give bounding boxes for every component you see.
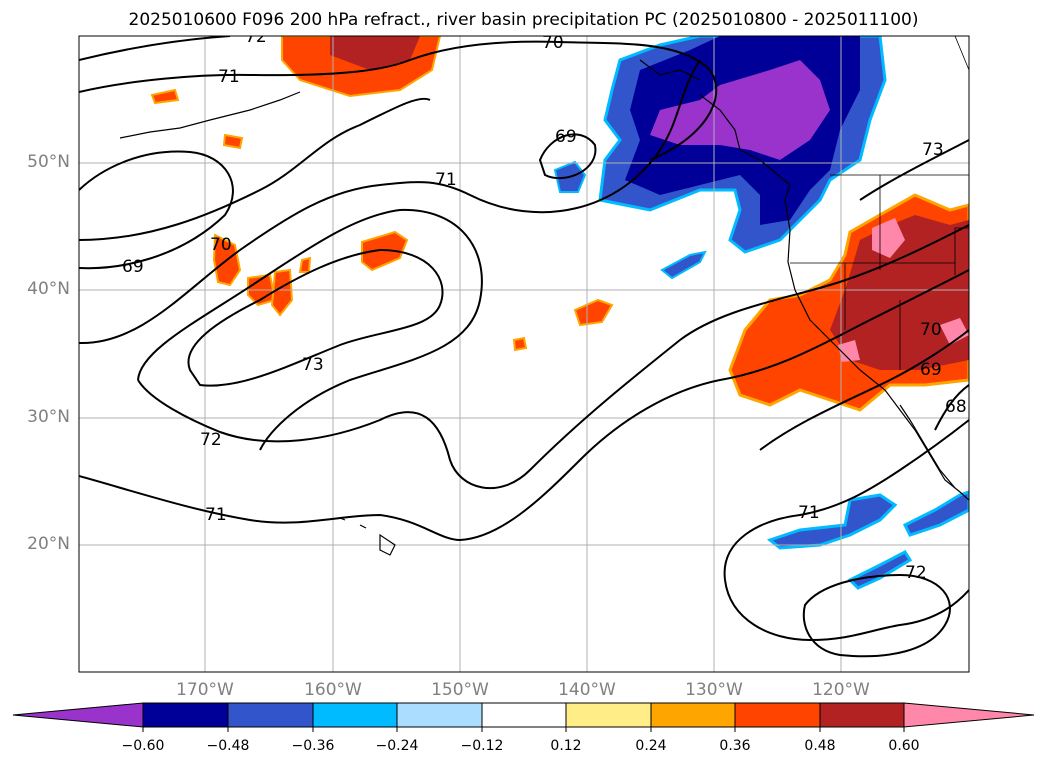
contour-68-east: [934, 384, 969, 431]
contour-labels: 72 70 71 69 71 70 69 73 73 70 69 68 72 7…: [122, 27, 967, 583]
hawaii-islands: [339, 517, 396, 556]
precip-west-us-pink-b: [940, 318, 969, 345]
colorbar: [12, 702, 1035, 732]
colorbar-tick-label: 0.12: [550, 738, 582, 754]
colorbar-extend-low: [12, 702, 144, 728]
contour-71-north: [79, 40, 718, 161]
borders: [790, 36, 969, 370]
lon-label: 140°W: [558, 680, 616, 700]
colorbar-tick-label: 0.36: [719, 738, 751, 754]
colorbar-bin: [819, 702, 905, 728]
neg-blob-mid: [660, 250, 707, 280]
refractivity-contours: [79, 36, 969, 658]
precip-blob-f: [150, 88, 180, 105]
colorbar-bin: [312, 702, 398, 728]
colorbar-tick-label: −0.24: [375, 738, 419, 754]
neg-south-a: [766, 493, 898, 550]
colorbar-bin: [650, 702, 736, 728]
coast-bc: [699, 94, 741, 151]
map-area: 72 70 71 69 71 70 69 73 73 70 69 68 72 7…: [79, 27, 969, 672]
contour-label: 71: [218, 67, 240, 87]
contour-label: 72: [905, 563, 927, 583]
lon-label: 130°W: [685, 680, 743, 700]
lon-label: 120°W: [812, 680, 870, 700]
lon-label: 170°W: [176, 680, 234, 700]
colorbar-extend-high: [903, 702, 1035, 728]
negative-precip-field: [553, 36, 969, 590]
contour-71-mid: [79, 59, 701, 345]
contour-70-west: [79, 97, 431, 241]
lat-label: 20°N: [27, 534, 70, 554]
contour-label: 69: [555, 127, 577, 147]
precip-blob-h: [512, 336, 528, 352]
contour-label: 69: [122, 257, 144, 277]
contour-label: 70: [920, 320, 942, 340]
colorbar-tick-label: 0.60: [888, 738, 920, 754]
colorbar-bin: [481, 702, 567, 728]
contour-label: 70: [210, 235, 232, 255]
contour-label: 69: [920, 360, 942, 380]
contour-72-loop: [137, 224, 969, 489]
contour-label: 68: [945, 397, 967, 417]
lon-label: 150°W: [431, 680, 489, 700]
lat-label: 50°N: [27, 152, 70, 172]
contour-70-north: [79, 36, 231, 61]
contour-72-outer: [137, 208, 483, 451]
aleutians: [119, 91, 301, 139]
colorbar-bin: [227, 702, 314, 728]
contour-label: 73: [302, 355, 324, 375]
contour-71-south: [79, 269, 969, 542]
contour-label: 71: [205, 505, 227, 525]
precip-north-top-core: [330, 36, 420, 70]
contour-71-se: [724, 579, 969, 642]
coast-alaska: [639, 59, 701, 81]
colorbar-bin: [565, 702, 652, 728]
contour-72-se: [802, 573, 951, 658]
contour-label: 72: [200, 430, 222, 450]
contour-label: 70: [542, 33, 564, 53]
coast-north-america: [739, 149, 969, 501]
contour-69-west: [79, 150, 234, 270]
colorbar-tick-label: −0.48: [206, 738, 250, 754]
contour-label: 71: [798, 503, 820, 523]
contour-70-east: [723, 419, 969, 581]
contour-73-east: [859, 139, 969, 201]
graticule: [79, 36, 969, 672]
contour-label: 73: [922, 140, 944, 160]
colorbar-tick-label: −0.60: [121, 738, 165, 754]
colorbar-tick-label: −0.12: [460, 738, 504, 754]
precip-blob-i: [298, 256, 312, 273]
neg-south-b: [902, 490, 969, 537]
contour-label: 71: [435, 170, 457, 190]
colorbar-bin: [142, 702, 229, 728]
neg-south-c: [847, 550, 913, 590]
precip-west-us-pink-c: [838, 340, 860, 362]
contour-73-inner: [187, 248, 444, 387]
coast-baja: [899, 404, 956, 489]
lat-label: 40°N: [27, 279, 70, 299]
colorbar-tick-label: 0.48: [804, 738, 836, 754]
contour-69-east: [759, 329, 969, 451]
precip-west-us-core: [830, 215, 969, 370]
lon-label: 160°W: [304, 680, 362, 700]
colorbar-tick-label: −0.36: [291, 738, 335, 754]
precip-blob-g: [222, 133, 244, 150]
colorbar-bin: [396, 702, 483, 728]
precip-blob-c: [270, 268, 294, 317]
map-frame: [78, 35, 970, 673]
positive-precip-field: [150, 36, 969, 412]
precip-blob-e: [573, 298, 614, 327]
contour-69-small: [538, 133, 597, 180]
colorbar-tick-label: 0.24: [635, 738, 667, 754]
neg-pacific-nw-purple: [650, 60, 830, 160]
contour-label: 72: [245, 27, 267, 47]
map-title: 2025010600 F096 200 hPa refract., river …: [128, 10, 919, 30]
lat-label: 30°N: [27, 407, 70, 427]
colorbar-bin: [734, 702, 821, 728]
